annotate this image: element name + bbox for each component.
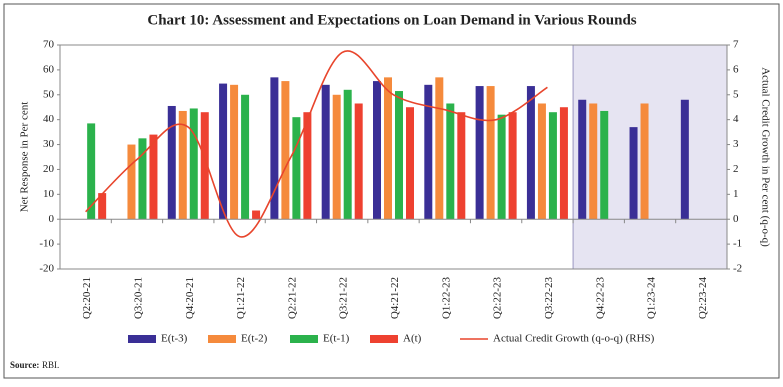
y-tick-label: 20 [43, 163, 55, 175]
bar [178, 110, 187, 220]
legend-label: E(t-3) [161, 333, 188, 345]
bar [321, 84, 330, 220]
y-axis-label: Net Response in Per cent [19, 102, 31, 213]
bar [98, 193, 107, 220]
bar [127, 144, 136, 220]
bar [475, 86, 484, 220]
bar [252, 210, 261, 220]
y2-tick-label: -2 [733, 263, 742, 275]
bar [384, 77, 392, 220]
frame [3, 3, 780, 379]
y2-tick-label: 3 [733, 138, 739, 150]
source-label: Source: [10, 360, 39, 370]
bar [138, 138, 147, 220]
bar [149, 134, 158, 220]
y2-tick-label: -1 [733, 238, 742, 250]
x-tick-label: Q4:21-22 [389, 277, 401, 319]
bar [600, 110, 609, 220]
legend-label: E(t-2) [241, 333, 268, 345]
bar [424, 84, 433, 220]
bar [680, 99, 689, 220]
legend-label: E(t-1) [323, 333, 350, 345]
bar [87, 123, 96, 220]
y2-tick-label: 6 [733, 63, 739, 75]
x-tick-label: Q3:20-21 [132, 277, 144, 319]
y-tick-label: 70 [43, 39, 55, 51]
credit-growth-line [85, 50, 548, 238]
x-tick-label: Q3:21-22 [338, 277, 350, 319]
y-tick-label: -10 [39, 238, 54, 250]
y2-tick-label: 0 [733, 213, 739, 225]
bar [241, 94, 250, 220]
bar [303, 112, 312, 220]
x-tick-label: Q4:22-23 [594, 277, 606, 320]
bar [640, 103, 649, 220]
bar [406, 107, 414, 220]
bar [508, 112, 517, 220]
y-tick-label: 50 [43, 88, 55, 100]
x-tick-label: Q4:20-21 [184, 277, 196, 319]
x-tick-label: Q1:22-23 [440, 277, 452, 320]
bar [270, 77, 279, 220]
bar [497, 114, 506, 220]
legend-label: Actual Credit Growth (q-o-q) (RHS) [493, 333, 655, 345]
legend-swatch [128, 335, 156, 343]
x-tick-label: Q1:21-22 [235, 277, 247, 319]
bar [537, 103, 546, 220]
y2-axis-label: Actual Credit Growth in Per cent (q-o-q) [759, 67, 771, 247]
bar [343, 89, 352, 220]
y-tick-label: -20 [39, 263, 54, 275]
bar [200, 112, 209, 220]
x-tick-label: Q2:21-22 [286, 277, 298, 319]
bar [354, 103, 363, 220]
bar [281, 81, 290, 220]
chart-title: Chart 10: Assessment and Expectations on… [147, 12, 636, 28]
bar [446, 103, 455, 220]
x-tick-label: Q2:20-21 [81, 277, 93, 319]
legend-swatch [290, 335, 318, 343]
y2-tick-label: 7 [733, 39, 739, 51]
bar [189, 108, 198, 220]
legend-swatch [208, 335, 236, 343]
bar [230, 84, 239, 220]
bar [526, 86, 535, 220]
x-tick-label: Q2:22-23 [492, 277, 504, 320]
y2-tick-label: 5 [733, 88, 739, 100]
bar [292, 117, 301, 220]
bar [486, 86, 495, 220]
bar [559, 107, 568, 220]
bar [219, 83, 228, 220]
bar [373, 81, 381, 220]
y-tick-label: 30 [43, 138, 55, 150]
source: RBI. [42, 360, 59, 370]
bar [332, 94, 341, 220]
y-tick-label: 40 [43, 113, 55, 125]
x-tick-label: Q3:22-23 [543, 277, 555, 320]
x-tick-label: Q2:23-24 [697, 277, 709, 320]
bar [167, 105, 176, 220]
bar [395, 91, 403, 220]
y2-tick-label: 1 [733, 188, 739, 200]
bar [457, 112, 466, 220]
x-tick-label: Q1:23-24 [646, 277, 658, 320]
bar [435, 77, 444, 220]
bar [589, 103, 598, 220]
y2-tick-label: 4 [733, 113, 739, 125]
y-tick-label: 10 [43, 188, 55, 200]
y2-tick-label: 2 [733, 163, 739, 175]
legend-swatch [370, 335, 398, 343]
y-tick-label: 0 [49, 213, 55, 225]
legend-label: A(t) [403, 333, 422, 345]
bar [548, 112, 557, 220]
bar [578, 99, 587, 220]
y-tick-label: 60 [43, 63, 55, 75]
bar [629, 127, 638, 220]
